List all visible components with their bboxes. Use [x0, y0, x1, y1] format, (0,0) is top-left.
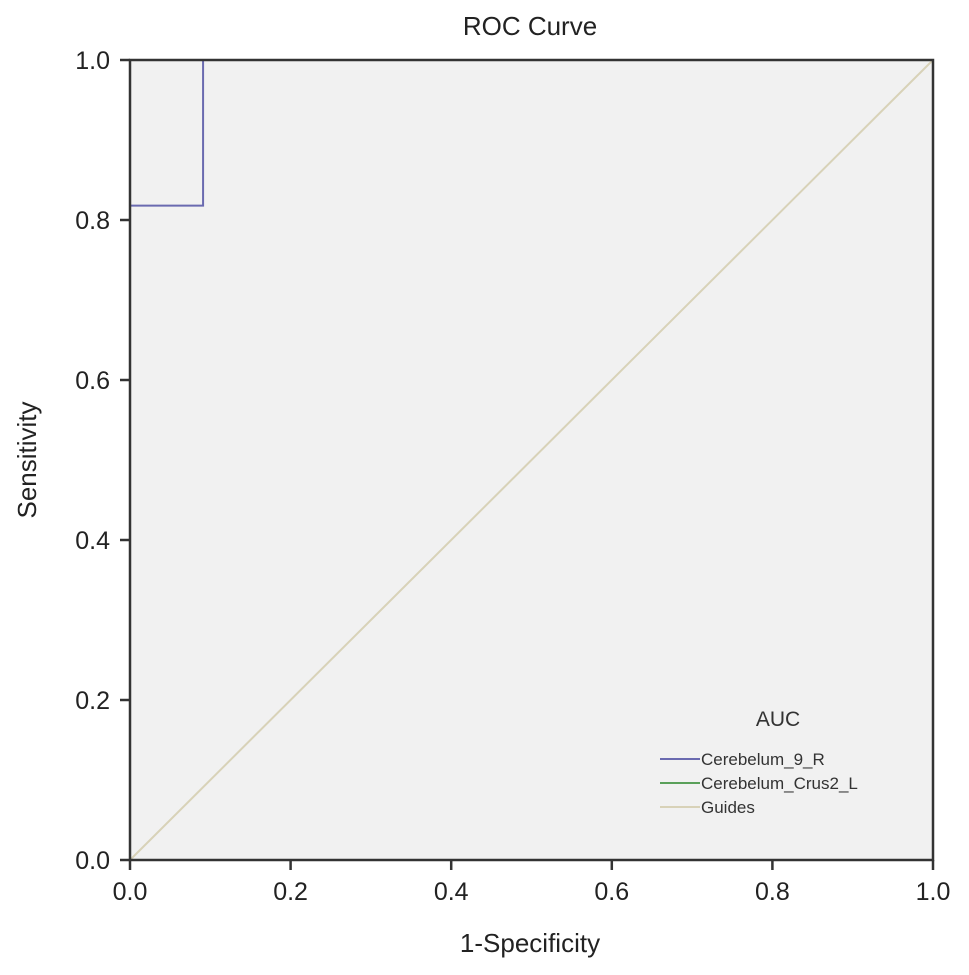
legend-entry: Cerebelum_Crus2_L [701, 774, 858, 793]
legend-entry: Cerebelum_9_R [701, 750, 825, 769]
legend: AUC Cerebelum_9_R Cerebelum_Crus2_L Guides [660, 708, 858, 817]
legend-entry: Guides [701, 798, 755, 817]
x-tick-label: 1.0 [916, 878, 951, 906]
x-tick-label: 0.0 [113, 878, 148, 906]
legend-title: AUC [756, 708, 800, 731]
y-axis-label: Sensitivity [12, 401, 42, 518]
y-tick-label: 0.0 [75, 847, 110, 875]
y-tick-label: 0.6 [75, 367, 110, 395]
x-tick-label: 0.8 [755, 878, 790, 906]
plot-frame [128, 58, 935, 862]
series-line-guides [129, 59, 934, 861]
x-tick-label: 0.4 [434, 878, 469, 906]
chart-title: ROC Curve [463, 11, 597, 41]
x-tick-label: 0.2 [273, 878, 308, 906]
y-tick-label: 0.4 [75, 527, 110, 555]
x-tick-label: 0.6 [594, 878, 629, 906]
y-tick-label: 0.2 [75, 687, 110, 715]
y-tick-label: 0.8 [75, 207, 110, 235]
x-axis-label: 1-Specificity [460, 928, 600, 958]
y-tick-label: 1.0 [75, 47, 110, 75]
